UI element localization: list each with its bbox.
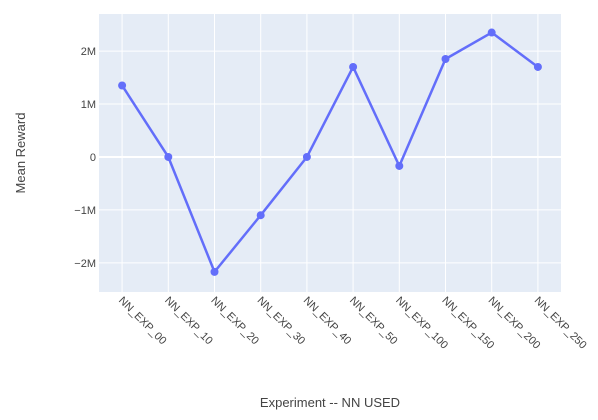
series-points [118,28,542,276]
y-tick-label: 0 [90,152,96,164]
y-tick-label: −1M [74,205,96,217]
x-tick-label: NN_EXP_00 [116,295,169,348]
data-point [533,62,542,71]
data-point [441,55,450,64]
x-axis-ticks: NN_EXP_00NN_EXP_10NN_EXP_20NN_EXP_30NN_E… [116,295,589,352]
data-point [164,152,173,161]
plot-area [99,14,561,292]
x-tick-label: NN_EXP_10 [162,295,215,348]
y-axis-title: Mean Reward [13,113,28,194]
y-tick-label: −2M [74,258,96,270]
y-tick-label: 2M [81,46,96,58]
data-point [118,81,127,90]
x-tick-label: NN_EXP_50 [347,295,400,348]
data-point [349,62,358,71]
x-tick-label: NN_EXP_20 [208,295,261,348]
series-line [121,31,539,274]
y-tick-label: 1M [81,99,96,111]
data-point [487,28,496,37]
data-point [256,211,265,220]
data-point [395,161,404,170]
data-point [210,267,219,276]
y-axis-ticks: 2M 1M 0 −1M −2M [74,46,96,270]
x-tick-label: NN_EXP_30 [255,295,308,348]
x-axis-title: Experiment -- NN USED [260,395,400,410]
data-point [302,152,311,161]
x-tick-label: NN_EXP_40 [301,295,354,348]
